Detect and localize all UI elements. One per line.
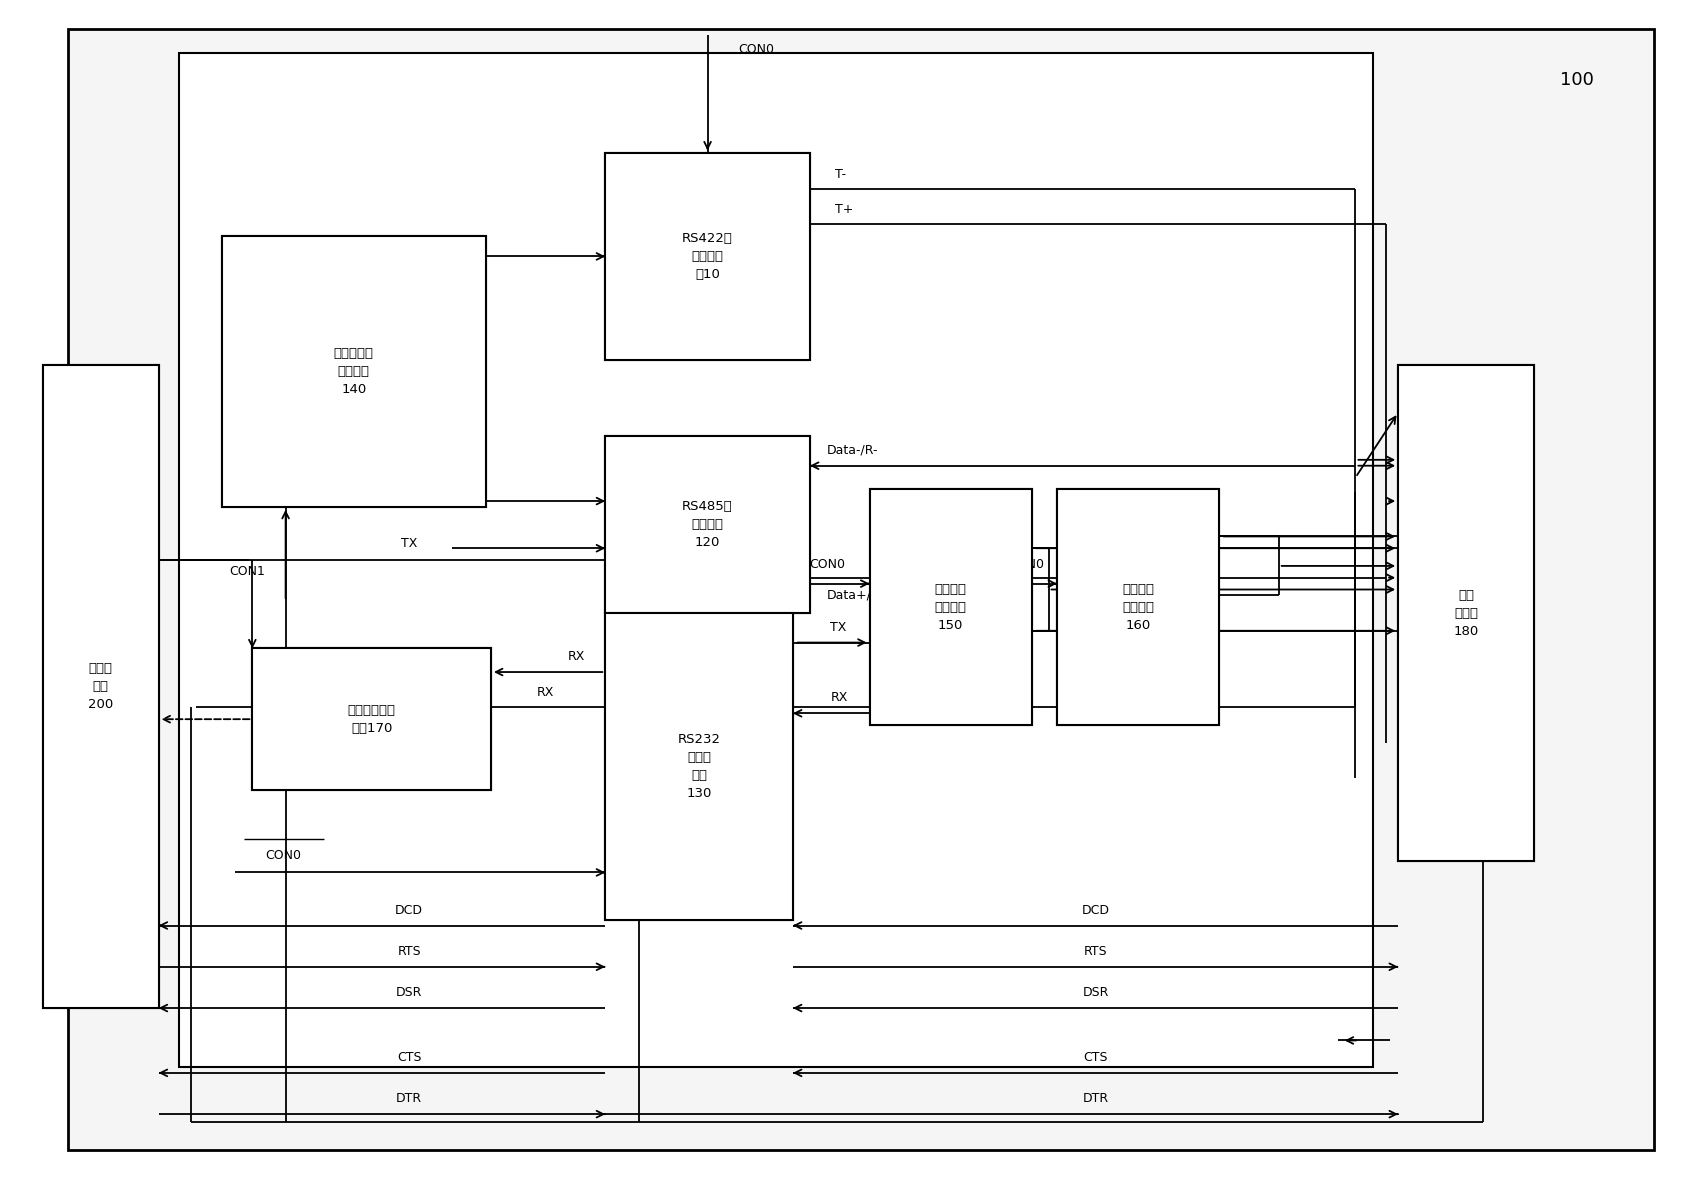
Text: DSR: DSR	[396, 986, 423, 1000]
Text: 第二接收
选择电路
160: 第二接收 选择电路 160	[1122, 582, 1154, 632]
Text: CON0: CON0	[808, 558, 846, 572]
Text: DCD: DCD	[1081, 903, 1110, 917]
Bar	[222, 236, 486, 507]
Text: RX: RX	[568, 650, 585, 664]
Text: RS422发
送数据模
块10: RS422发 送数据模 块10	[682, 232, 733, 281]
Bar	[605, 613, 793, 920]
Text: DTR: DTR	[396, 1092, 423, 1106]
Text: 复用接收信号
电路170: 复用接收信号 电路170	[348, 704, 396, 735]
Text: T-: T-	[835, 167, 847, 182]
Text: DCD: DCD	[396, 903, 423, 917]
Text: DTR: DTR	[1083, 1092, 1108, 1106]
Text: RX: RX	[537, 685, 554, 699]
Text: 100: 100	[1560, 71, 1594, 88]
Text: CON0: CON0	[738, 42, 774, 57]
Text: TX: TX	[830, 620, 847, 634]
Bar	[1398, 365, 1534, 861]
Text: 串口控
制器
200: 串口控 制器 200	[89, 663, 113, 711]
Text: 串口
接线端
180: 串口 接线端 180	[1454, 588, 1478, 638]
Text: Data+/R+: Data+/R+	[827, 588, 892, 602]
Text: 电平型发送
选择电路
140: 电平型发送 选择电路 140	[334, 347, 373, 396]
Text: RS422发
送数据模
块10: RS422发 送数据模 块10	[682, 232, 733, 281]
Text: CON0: CON0	[1008, 558, 1045, 572]
Bar	[43, 365, 159, 1008]
Text: 第二接收
选择电路
160: 第二接收 选择电路 160	[1122, 582, 1154, 632]
Bar	[222, 236, 486, 507]
Bar	[870, 489, 1032, 725]
Text: CON0: CON0	[264, 849, 302, 863]
Bar	[179, 53, 1373, 1067]
Text: RX: RX	[830, 691, 847, 705]
Bar	[43, 365, 159, 1008]
Text: CON2: CON2	[648, 565, 684, 579]
Text: RS485收
发器模块
120: RS485收 发器模块 120	[682, 500, 733, 549]
Text: Data-/R-: Data-/R-	[827, 443, 878, 457]
Text: 第一接收
选择电路
150: 第一接收 选择电路 150	[934, 582, 967, 632]
Bar	[1398, 365, 1534, 861]
Bar	[870, 489, 1032, 725]
Text: 复用接收信号
电路170: 复用接收信号 电路170	[348, 704, 396, 735]
Bar	[605, 153, 810, 360]
Bar	[605, 613, 793, 920]
Text: 串口控
制器
200: 串口控 制器 200	[89, 663, 113, 711]
Bar	[605, 436, 810, 613]
Text: DSR: DSR	[1083, 986, 1108, 1000]
Text: 第一接收
选择电路
150: 第一接收 选择电路 150	[934, 582, 967, 632]
Text: CTS: CTS	[397, 1050, 421, 1065]
Bar	[252, 648, 491, 790]
Text: RS232
收发器
模块
130: RS232 收发器 模块 130	[677, 733, 721, 799]
Bar	[1057, 489, 1219, 725]
Text: RS232
收发器
模块
130: RS232 收发器 模块 130	[677, 733, 721, 799]
Text: RTS: RTS	[397, 944, 421, 959]
Text: RTS: RTS	[1084, 944, 1107, 959]
Text: CON1: CON1	[228, 565, 266, 579]
Text: CTS: CTS	[1083, 1050, 1108, 1065]
Bar	[252, 648, 491, 790]
Text: TX: TX	[401, 536, 418, 551]
Bar	[605, 436, 810, 613]
Text: 串口
接线端
180: 串口 接线端 180	[1454, 588, 1478, 638]
Text: 电平型发送
选择电路
140: 电平型发送 选择电路 140	[334, 347, 373, 396]
Bar	[605, 153, 810, 360]
Text: RS485收
发器模块
120: RS485收 发器模块 120	[682, 500, 733, 549]
Text: T+: T+	[835, 203, 854, 217]
Bar	[1057, 489, 1219, 725]
